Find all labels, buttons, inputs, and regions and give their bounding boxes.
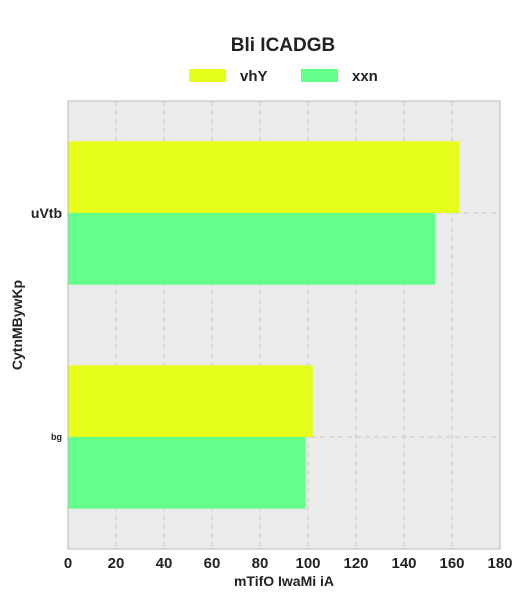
x-axis-label: mTifO IwaMi iA — [234, 573, 334, 589]
bar — [68, 213, 435, 285]
y-tick-label: bg — [51, 432, 62, 442]
x-tick-label: 80 — [252, 555, 269, 572]
legend: vhY xxn — [189, 68, 378, 85]
x-tick-label: 160 — [439, 555, 464, 572]
x-axis-ticks: 0 20 40 60 80 100 120 140 160 180 — [64, 555, 513, 572]
x-tick-label: 40 — [156, 555, 173, 572]
x-tick-label: 140 — [391, 555, 416, 572]
x-tick-label: 20 — [108, 555, 125, 572]
y-axis-label: CytnMBywKp — [9, 280, 25, 370]
x-tick-label: 60 — [204, 555, 221, 572]
legend-swatch — [189, 69, 226, 82]
x-tick-label: 180 — [487, 555, 512, 572]
bar — [68, 437, 306, 509]
bar — [68, 365, 313, 437]
x-tick-label: 100 — [295, 555, 320, 572]
x-tick-label: 0 — [64, 555, 72, 572]
legend-label: vhY — [240, 68, 268, 85]
legend-swatch — [301, 69, 338, 82]
bar — [68, 141, 459, 213]
chart-title: Bli ICADGB — [231, 35, 336, 56]
x-tick-label: 120 — [343, 555, 368, 572]
y-tick-label: uVtb — [31, 205, 62, 221]
legend-label: xxn — [352, 68, 378, 85]
y-axis-ticks: uVtb bg — [31, 205, 62, 442]
